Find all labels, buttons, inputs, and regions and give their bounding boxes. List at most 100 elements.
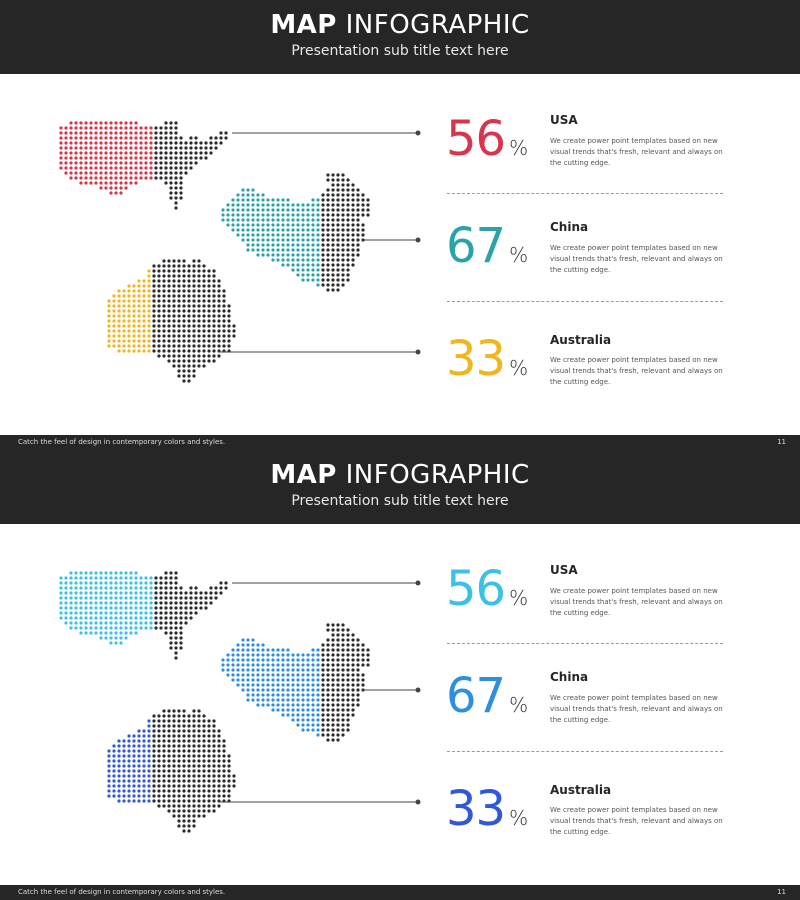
map-dot (162, 764, 166, 768)
map-dot (311, 263, 315, 267)
map-dot (227, 784, 231, 788)
map-dot (296, 263, 300, 267)
map-dot (241, 213, 245, 217)
map-dot (331, 258, 335, 262)
map-dot (134, 171, 138, 175)
map-dot (107, 299, 111, 303)
map-dot (276, 213, 280, 217)
map-dot (79, 591, 83, 595)
map-dot (154, 151, 158, 155)
map-dot (174, 141, 178, 145)
map-dot (147, 764, 151, 768)
map-dot (231, 223, 235, 227)
map-dot (311, 208, 315, 212)
map-dot (89, 591, 93, 595)
map-dot (147, 739, 151, 743)
map-dot (356, 663, 360, 667)
map-dot (336, 628, 340, 632)
map-dot (331, 728, 335, 732)
map-dot (157, 309, 161, 313)
map-dot (142, 734, 146, 738)
map-dot (179, 596, 183, 600)
map-dot (286, 658, 290, 662)
map-dot (142, 329, 146, 333)
map-dot (129, 596, 133, 600)
map-dot (321, 653, 325, 657)
map-dot (281, 203, 285, 207)
map-dot (84, 596, 88, 600)
map-dot (199, 606, 203, 610)
map-dot (187, 279, 191, 283)
map-dot (132, 764, 136, 768)
map-dot (222, 304, 226, 308)
map-dot (226, 203, 230, 207)
map-dot (356, 238, 360, 242)
map-dot (286, 693, 290, 697)
map-dot (286, 673, 290, 677)
map-dot (226, 673, 230, 677)
map-dot (351, 648, 355, 652)
map-dot (59, 581, 63, 585)
map-dot (356, 203, 360, 207)
map-dot (336, 283, 340, 287)
map-dot (192, 759, 196, 763)
map-dot (202, 724, 206, 728)
map-dot (107, 334, 111, 338)
footer-text: Catch the feel of design in contemporary… (18, 888, 226, 896)
map-dot (331, 718, 335, 722)
map-dot (182, 809, 186, 813)
map-dot (162, 344, 166, 348)
map-dot (152, 344, 156, 348)
map-dot (261, 678, 265, 682)
map-dot (321, 728, 325, 732)
map-dot (134, 141, 138, 145)
map-dot (346, 238, 350, 242)
map-dot (149, 156, 153, 160)
map-dot (127, 294, 131, 298)
map-dot (197, 289, 201, 293)
map-dot (214, 586, 218, 590)
map-dot (199, 141, 203, 145)
map-dot (182, 264, 186, 268)
map-dot (356, 218, 360, 222)
map-dot (162, 719, 166, 723)
map-dot (341, 238, 345, 242)
map-dot (187, 729, 191, 733)
map-dot (251, 223, 255, 227)
map-dot (346, 678, 350, 682)
map-dot (209, 136, 213, 140)
map-dot (114, 151, 118, 155)
map-dot (142, 764, 146, 768)
map-dot (64, 151, 68, 155)
map-dot (147, 749, 151, 753)
map-dot (167, 719, 171, 723)
map-dot (306, 213, 310, 217)
map-dot (256, 673, 260, 677)
map-dot (346, 278, 350, 282)
map-dot (321, 253, 325, 257)
map-dot (261, 218, 265, 222)
map-dot (127, 349, 131, 353)
map-dot (144, 611, 148, 615)
map-dot (142, 319, 146, 323)
map-dot (301, 213, 305, 217)
map-dot (346, 658, 350, 662)
map-dot (152, 734, 156, 738)
map-dot (79, 146, 83, 150)
map-dot (311, 258, 315, 262)
map-dot (256, 648, 260, 652)
map-dot (112, 754, 116, 758)
map-dot (281, 648, 285, 652)
map-dot (316, 698, 320, 702)
map-dot (79, 606, 83, 610)
map-dot (222, 334, 226, 338)
map-dot (246, 193, 250, 197)
map-dot (84, 176, 88, 180)
map-dot (174, 171, 178, 175)
map-dot (212, 719, 216, 723)
map-dot (207, 349, 211, 353)
map-dot (147, 754, 151, 758)
map-dot (194, 151, 198, 155)
map-dot (207, 729, 211, 733)
map-dot (152, 304, 156, 308)
